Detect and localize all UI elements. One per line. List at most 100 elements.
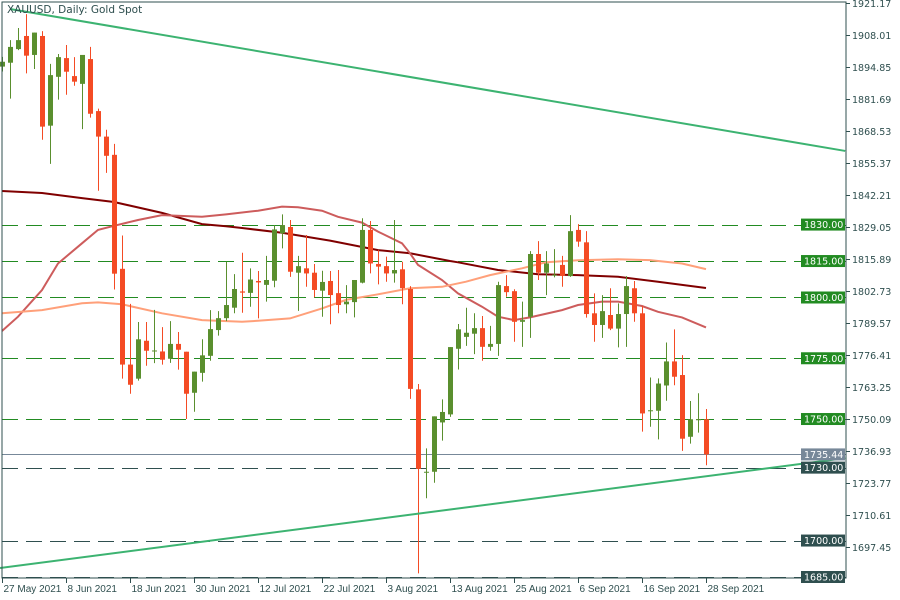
candle-body (280, 225, 285, 234)
candle-body (656, 383, 661, 411)
candle-body (640, 313, 645, 414)
candle (704, 409, 709, 466)
candle (144, 322, 149, 366)
price-tick-label: 1921.17 (852, 0, 891, 10)
price-tick-label: 1763.25 (852, 383, 891, 394)
candle-body (352, 279, 357, 303)
candle (264, 255, 269, 302)
candle (648, 377, 653, 427)
price-tick-label: 1750.09 (852, 415, 891, 426)
candle-body (272, 229, 277, 281)
candle (352, 279, 357, 318)
candle (104, 129, 109, 173)
date-tick-label: 18 Jun 2021 (132, 584, 187, 595)
candle (48, 63, 53, 164)
candle (424, 448, 429, 499)
candle (392, 219, 397, 283)
level-label: 1700.00 (804, 536, 843, 547)
date-tick-label: 30 Jun 2021 (196, 584, 251, 595)
candle-body (40, 35, 45, 127)
candle-body (576, 229, 581, 242)
level-label-bg (801, 571, 845, 583)
plot-frame (1, 1, 847, 579)
candle-body (320, 281, 325, 291)
candle (360, 218, 365, 284)
candle (560, 255, 565, 287)
candle-body (536, 253, 541, 273)
candle-body (664, 361, 669, 386)
candle-body (608, 314, 613, 329)
candle-body (104, 136, 109, 156)
candle-body (648, 410, 653, 412)
price-tick-label: 1908.01 (852, 31, 891, 42)
candle (184, 351, 189, 420)
candle-body (184, 351, 189, 394)
price-tick-label: 1789.57 (852, 319, 891, 330)
candle (320, 270, 325, 317)
candle-body (432, 416, 437, 472)
candle-body (208, 329, 213, 356)
date-tick-label: 6 Sep 2021 (580, 584, 632, 595)
price-tick-label: 1802.73 (852, 287, 891, 298)
price-tick-label: 1842.21 (852, 191, 891, 202)
candle (160, 327, 165, 365)
candle (552, 249, 557, 278)
candle (232, 274, 237, 314)
date-tick-label: 12 Jul 2021 (260, 584, 312, 595)
candle (280, 214, 285, 249)
candle-body (472, 328, 477, 334)
level-labels: 1830.00 1815.00 1800.00 1775.00 1750.00 1730.… (801, 218, 845, 584)
date-tick-label: 3 Aug 2021 (388, 584, 439, 595)
level-label-bg (801, 255, 845, 268)
candle-body (312, 272, 317, 290)
candle (96, 108, 101, 191)
candle (448, 347, 453, 417)
date-tick-label: 22 Jul 2021 (324, 584, 376, 595)
level-label: 1750.00 (804, 415, 843, 426)
candle (24, 14, 29, 74)
candle-body (120, 268, 125, 365)
candle (480, 315, 485, 361)
chart-title: XAUUSD, Daily: Gold Spot (7, 4, 142, 16)
candle-body (600, 311, 605, 325)
date-tick-label: 13 Aug 2021 (452, 584, 509, 595)
candle-body (496, 285, 501, 344)
candle-body (16, 40, 21, 50)
price-tick-label: 1710.61 (852, 511, 891, 522)
candle-body (176, 343, 181, 350)
candle (328, 271, 333, 325)
candle (88, 46, 93, 118)
candle-body (504, 286, 509, 293)
candle (672, 329, 677, 386)
candle (616, 303, 621, 348)
candle (312, 263, 317, 298)
candle (640, 306, 645, 432)
candle-body (520, 320, 525, 322)
candle-body (584, 242, 589, 315)
level-label: 1830.00 (804, 220, 843, 231)
date-tick-label: 28 Sep 2021 (708, 584, 765, 595)
candle-body (552, 274, 557, 276)
candle (456, 323, 461, 370)
level-label-bg (801, 352, 845, 365)
candle-body (24, 35, 29, 56)
price-tick-label: 1723.77 (852, 479, 891, 490)
candle (120, 235, 125, 379)
level-label-bg (801, 461, 845, 474)
candle (56, 53, 61, 100)
price-tick-label: 1815.89 (852, 255, 891, 266)
candle (216, 311, 221, 336)
candle (656, 378, 661, 440)
price-tick-label: 1736.93 (852, 447, 891, 458)
candle (408, 286, 413, 399)
date-tick-label: 25 Aug 2021 (516, 584, 573, 595)
candle-body (376, 263, 381, 267)
trendlines[interactable] (0, 8, 846, 569)
candle (40, 31, 45, 140)
level-label: 1800.00 (804, 293, 843, 304)
price-axis[interactable]: 1921.17 1908.01 1894.85 1881.69 1868.53 1855.… (846, 0, 891, 554)
time-axis[interactable]: 27 May 2021 8 Jun 2021 18 Jun 2021 30 Jun 2… (2, 578, 765, 595)
candle-body (48, 75, 53, 126)
price-tick-label: 1776.41 (852, 351, 891, 362)
